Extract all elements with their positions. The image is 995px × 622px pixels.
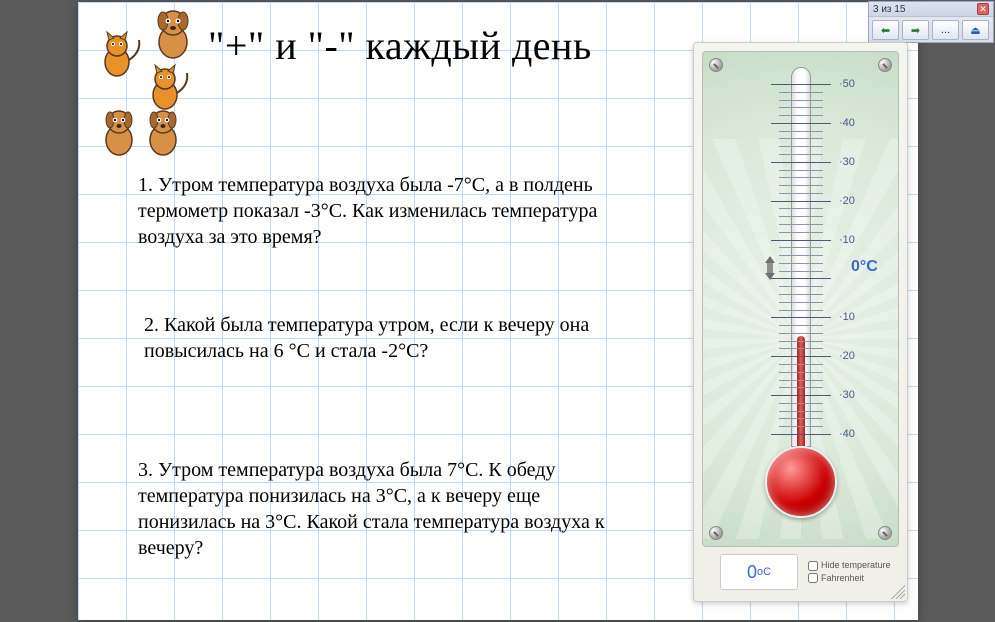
resize-grip-icon[interactable] (891, 585, 905, 599)
thermometer-scale (771, 84, 831, 434)
question-2: 2. Какой была температура утром, если к … (144, 312, 644, 364)
question-1: 1. Утром температура воздуха была -7°C, … (138, 172, 638, 250)
hide-temp-checkbox[interactable]: Hide temperature (808, 559, 891, 572)
prev-button[interactable]: ⬅ (872, 20, 899, 40)
screw-icon (709, 58, 723, 72)
scale-tick-label: ·20 (839, 195, 855, 207)
scale-tick-label: ·30 (839, 156, 855, 168)
zero-label: 0°C (851, 258, 878, 276)
scale-tick-label: ·50 (839, 78, 855, 90)
thermometer-body: ·50 ·40 ·30 ·20 ·10 ·10 ·20 ·30 ·40 0°C (702, 51, 899, 547)
thermometer-controls: 0oC Hide temperature Fahrenheit (702, 551, 899, 593)
temperature-display: 0oC (720, 554, 798, 590)
next-button[interactable]: ➡ (902, 20, 929, 40)
close-button[interactable]: ✕ (977, 3, 989, 15)
scale-tick-label: ·30 (839, 389, 855, 401)
scale-tick-label: ·40 (839, 117, 855, 129)
slide-page: "+" и "-" каждый день (78, 2, 918, 620)
more-button[interactable]: ... (932, 20, 959, 40)
screw-icon (878, 526, 892, 540)
animal-illustration (93, 7, 213, 157)
slide-title: "+" и "-" каждый день (208, 22, 592, 69)
scale-tick-label: ·40 (839, 428, 855, 440)
question-3: 3. Утром температура воздуха была 7°C. К… (138, 457, 638, 561)
scale-tick-label: ·20 (839, 350, 855, 362)
slide-counter: 3 из 15 (873, 4, 905, 15)
screw-icon (878, 58, 892, 72)
thermometer-bulb (765, 446, 837, 518)
exit-button[interactable]: ⏏ (962, 20, 989, 40)
fahrenheit-checkbox[interactable]: Fahrenheit (808, 572, 891, 585)
thermometer-widget[interactable]: ·50·40·30·20·10·10·20·30·40 0°C 0oC H (693, 42, 908, 602)
scale-tick-label: ·10 (839, 234, 855, 246)
scale-tick-label: ·10 (839, 311, 855, 323)
temperature-drag-handle[interactable] (761, 256, 779, 280)
screw-icon (709, 526, 723, 540)
navigation-toolbar: 3 из 15 ✕ ⬅ ➡ ... ⏏ (868, 1, 994, 43)
